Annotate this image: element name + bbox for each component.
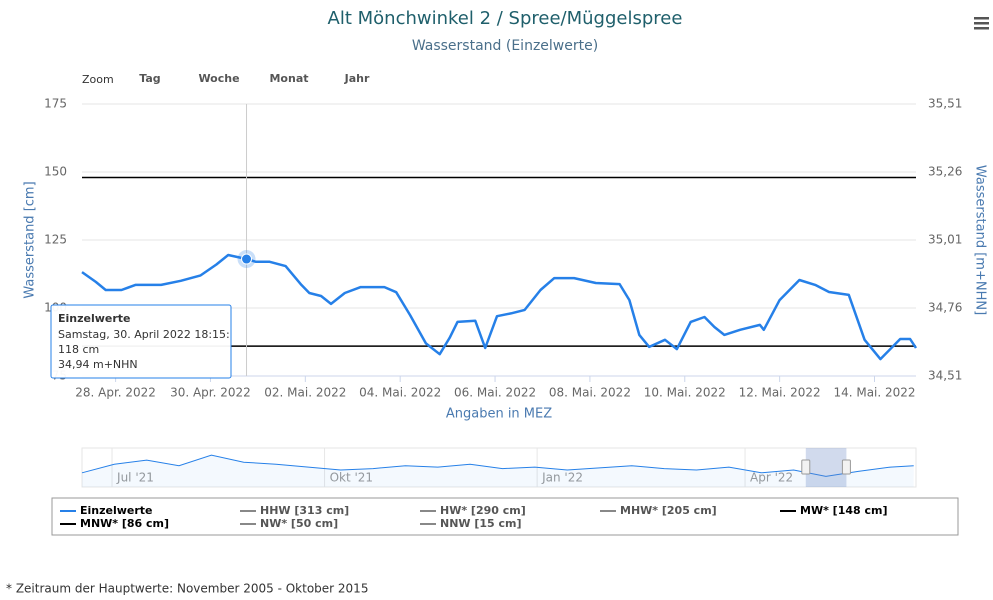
legend-item: Einzelwerte [60, 504, 153, 517]
x-tick-label: 04. Mai. 2022 [359, 386, 441, 400]
tooltip-value: 118 cm [58, 343, 99, 356]
navigator-tick-label: Okt '21 [330, 471, 373, 485]
navigator-line [81, 454, 914, 477]
navigator-handle [801, 459, 811, 475]
navigator-bg [81, 447, 917, 488]
zoom-button[interactable]: Jahr [344, 72, 370, 85]
legend-box [51, 497, 959, 536]
x-tick-label: 08. Mai. 2022 [549, 386, 631, 400]
y2-axis-title: Wasserstand [m+NHN] [973, 165, 988, 315]
legend-item: MW* [148 cm] [780, 504, 888, 517]
legend-item: NW* [50 cm] [240, 517, 338, 530]
y2-tick-label: 35,01 [928, 233, 962, 247]
zoom-label: Zoom [82, 73, 114, 86]
legend-item: NNW [15 cm] [420, 517, 522, 530]
x-tick-label: 14. Mai. 2022 [833, 386, 915, 400]
navigator-tick-label: Apr '22 [750, 471, 793, 485]
legend-label: NNW [15 cm] [440, 517, 522, 530]
tooltip-box [50, 304, 232, 379]
x-tick-label: 28. Apr. 2022 [75, 386, 156, 400]
legend-label: MHW* [205 cm] [620, 504, 717, 517]
x-tick-label: 06. Mai. 2022 [454, 386, 536, 400]
menu-icon[interactable] [974, 17, 989, 30]
chart-title: Alt Mönchwinkel 2 / Spree/Müggelspree [328, 8, 683, 29]
tooltip-date: Samstag, 30. April 2022 18:15: [58, 328, 230, 341]
navigator-tick-label: Jul '21 [116, 471, 154, 485]
y2-tick-label: 34,51 [928, 369, 962, 383]
legend-label: NW* [50 cm] [260, 517, 338, 530]
legend-label: HW* [290 cm] [440, 504, 526, 517]
navigator-window[interactable] [805, 448, 847, 487]
x-tick-label: 12. Mai. 2022 [739, 386, 821, 400]
navigator-area [82, 455, 914, 487]
zoom-button[interactable]: Woche [198, 72, 239, 85]
series-line [81, 253, 918, 361]
y2-tick-label: 35,26 [928, 165, 962, 179]
legend-label: HHW [313 cm] [260, 504, 349, 517]
tooltip-nhn: 34,94 m+NHN [58, 358, 138, 371]
y2-tick-label: 34,76 [928, 301, 962, 315]
x-tick-label: 30. Apr. 2022 [170, 386, 251, 400]
y-tick-label: 175 [44, 97, 67, 111]
x-axis-title: Angaben in MEZ [446, 407, 552, 422]
footnote: * Zeitraum der Hauptwerte: November 2005… [6, 582, 368, 596]
legend-item: MHW* [205 cm] [600, 504, 717, 517]
y-tick-label: 150 [44, 165, 67, 179]
y-tick-label: 125 [44, 233, 67, 247]
legend-label: Einzelwerte [80, 504, 153, 517]
chart-subtitle: Wasserstand (Einzelwerte) [412, 38, 598, 54]
legend-label: MNW* [86 cm] [80, 517, 169, 530]
hover-point [241, 253, 253, 265]
legend-item: HW* [290 cm] [420, 504, 526, 517]
zoom-button[interactable]: Tag [139, 72, 160, 85]
legend-item: HHW [313 cm] [240, 504, 349, 517]
zoom-button[interactable]: Monat [269, 72, 308, 85]
navigator-tick-label: Jan '22 [541, 471, 583, 485]
x-tick-label: 10. Mai. 2022 [644, 386, 726, 400]
y2-tick-label: 35,51 [928, 97, 962, 111]
y-axis-title: Wasserstand [cm] [23, 181, 38, 298]
x-tick-label: 02. Mai. 2022 [264, 386, 346, 400]
tooltip-series: Einzelwerte [58, 312, 131, 325]
legend-item: MNW* [86 cm] [60, 517, 169, 530]
legend-label: MW* [148 cm] [800, 504, 888, 517]
navigator-handle [841, 459, 851, 475]
